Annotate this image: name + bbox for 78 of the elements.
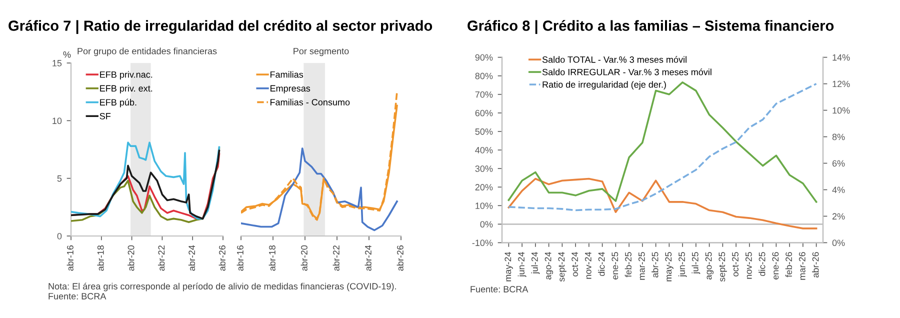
x-tick-label: abr-25 (652, 252, 658, 278)
source-note: Fuente: BCRA (48, 293, 106, 300)
x-tick-label: nov-25 (745, 252, 752, 279)
legend-label: Familias (270, 71, 304, 78)
x-tick-label: abr-16 (66, 245, 74, 271)
legend-label: Saldo TOTAL - Var.% 3 meses móvil (542, 56, 686, 63)
x-tick-label: may-24 (504, 252, 513, 282)
y2-tick-label: 2% (832, 213, 845, 220)
y-tick-label: 10 (52, 118, 62, 124)
chart-title: Gráfico 7 | Ratio de irregularidad del crédito al sector privado (8, 20, 432, 34)
x-tick-label: feb-25 (624, 252, 632, 278)
legend-label: EFB priv.nac. (100, 71, 152, 80)
y-tick-label: 30% (475, 166, 493, 172)
x-tick-label: abr-18 (97, 245, 104, 271)
x-tick-label: ago-25 (705, 252, 714, 280)
x-tick-label: jul-25 (692, 252, 700, 274)
source-note: Fuente: BCRA (470, 286, 528, 292)
x-tick-label: abr-26 (396, 245, 404, 271)
x-tick-label: abr-20 (300, 245, 308, 271)
x-tick-label: abr-20 (128, 245, 134, 271)
x-tick-label: abr-16 (236, 245, 244, 271)
y-axis-title: % (63, 51, 71, 58)
y2-tick-label: 8% (832, 134, 845, 140)
y-tick-label: 15 (52, 60, 62, 66)
x-tick-label: ene-25 (612, 252, 618, 280)
x-tick-label: abr-24 (188, 245, 196, 271)
y2-tick-label: 12% (832, 80, 850, 88)
chart-subtitle: Por grupo de entidades financieras (78, 48, 217, 56)
x-tick-label: jun-25 (678, 252, 687, 278)
x-tick-label: abr-26 (812, 252, 819, 278)
chart-title: Gráfico 8 | Crédito a las familias – Sistema financiero (468, 20, 834, 34)
legend-label: Ratio de irregularidad (eje der.) (542, 81, 666, 90)
y2-tick-label: 6% (832, 160, 845, 167)
y-tick-label: 70% (475, 91, 493, 98)
legend-label: Saldo IRREGULAR - Var.% 3 meses móvil (542, 68, 712, 76)
y-tick-label: 40% (475, 146, 493, 154)
y2-tick-label: 4% (832, 186, 845, 194)
y-tick-label: 90% (475, 54, 493, 61)
x-tick-label: abr-18 (268, 245, 276, 271)
y-tick-label: 80% (475, 72, 493, 80)
x-tick-label: abr-24 (364, 245, 372, 271)
x-tick-label: abr-22 (332, 245, 340, 271)
legend-label: Familias - Consumo (270, 98, 350, 106)
y-tick-label: 60% (475, 110, 493, 116)
x-tick-label: sept-24 (558, 252, 566, 282)
x-tick-label: dic-25 (758, 252, 766, 276)
y2-tick-label: 10% (832, 107, 850, 114)
y-tick-label: 10% (476, 202, 493, 209)
legend-label: Empresas (270, 85, 310, 94)
x-tick-label: mar-25 (638, 252, 645, 280)
x-tick-label: abr-22 (158, 245, 165, 271)
x-tick-label: nov-24 (584, 252, 592, 279)
x-tick-label: sept-25 (718, 252, 727, 282)
legend-label: EFB priv. ext. (100, 84, 152, 94)
y-tick-label: 0% (480, 221, 493, 228)
x-tick-label: oct-24 (572, 252, 578, 276)
legend-label: EFB púb. (100, 98, 136, 108)
y2-tick-label: 14% (832, 54, 850, 61)
legend-label: SF (100, 112, 111, 120)
text: Nota: El área gris corresponde al período de alivio de medidas financieras (COVID-19). (48, 282, 396, 292)
x-tick-label: oct-25 (732, 252, 738, 276)
y2-tick-label: 0% (832, 240, 845, 246)
y-tick-label: 20% (475, 184, 493, 190)
y-tick-label: 0 (57, 232, 62, 240)
x-tick-label: jul-24 (531, 252, 540, 274)
line-series (508, 178, 818, 230)
x-tick-label: abr-26 (218, 245, 226, 271)
x-tick-label: dic-24 (598, 252, 605, 276)
y-tick-label: 50% (475, 128, 493, 135)
x-tick-label: mar-26 (798, 252, 806, 280)
x-tick-label: ene-26 (772, 252, 779, 280)
x-tick-label: may-25 (665, 252, 674, 282)
chart-subtitle: Por segmento (294, 48, 349, 56)
x-tick-label: feb-26 (785, 252, 792, 278)
x-tick-label: jun-24 (518, 252, 526, 278)
x-tick-label: ago-24 (544, 252, 554, 280)
y-tick-label: -10% (472, 240, 493, 246)
y-tick-label: 5 (57, 175, 62, 182)
